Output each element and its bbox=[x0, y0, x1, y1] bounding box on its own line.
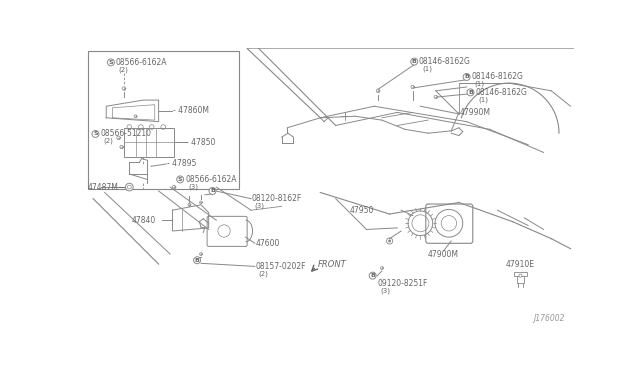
Text: 47600: 47600 bbox=[255, 239, 280, 248]
Text: (3): (3) bbox=[255, 202, 265, 209]
Text: 47990M: 47990M bbox=[460, 108, 491, 117]
Text: 08157-0202F: 08157-0202F bbox=[255, 262, 306, 271]
Circle shape bbox=[177, 176, 184, 183]
Text: J176002: J176002 bbox=[534, 314, 565, 323]
Text: 08566-6162A: 08566-6162A bbox=[186, 175, 237, 184]
Text: (1): (1) bbox=[478, 96, 488, 103]
Text: 08120-8162F: 08120-8162F bbox=[252, 194, 302, 203]
Circle shape bbox=[463, 74, 470, 80]
Text: (1): (1) bbox=[474, 81, 484, 87]
Circle shape bbox=[467, 89, 474, 96]
Text: B: B bbox=[370, 273, 375, 278]
Bar bbox=[124, 128, 174, 157]
Text: B: B bbox=[468, 90, 473, 95]
Circle shape bbox=[127, 185, 131, 189]
Text: 47487M—: 47487M— bbox=[88, 183, 126, 192]
Text: - 47895: - 47895 bbox=[167, 160, 196, 169]
Text: B: B bbox=[195, 258, 200, 263]
Text: (3): (3) bbox=[380, 287, 390, 294]
Text: 08566-51210: 08566-51210 bbox=[100, 129, 151, 138]
Text: (2): (2) bbox=[259, 270, 269, 276]
Circle shape bbox=[411, 58, 418, 65]
Circle shape bbox=[92, 131, 99, 137]
Circle shape bbox=[388, 240, 391, 242]
Text: - 47860M: - 47860M bbox=[173, 106, 209, 115]
Text: 47910E: 47910E bbox=[506, 260, 535, 269]
Bar bbox=[516, 276, 524, 283]
Bar bbox=[88, 51, 239, 189]
Text: 47900M: 47900M bbox=[428, 250, 459, 259]
Circle shape bbox=[209, 187, 216, 195]
Text: S: S bbox=[109, 60, 113, 65]
Text: B: B bbox=[412, 59, 417, 64]
Text: FRONT: FRONT bbox=[318, 260, 347, 269]
Circle shape bbox=[125, 183, 133, 191]
Text: (2): (2) bbox=[103, 138, 113, 144]
Text: 47950: 47950 bbox=[349, 206, 374, 215]
Text: B: B bbox=[210, 189, 215, 193]
Text: (1): (1) bbox=[422, 65, 432, 72]
Text: S: S bbox=[178, 177, 182, 182]
Circle shape bbox=[194, 257, 200, 264]
Text: (2): (2) bbox=[118, 66, 129, 73]
Text: (3): (3) bbox=[189, 183, 198, 190]
Text: S: S bbox=[93, 131, 98, 137]
Circle shape bbox=[108, 59, 115, 66]
Circle shape bbox=[519, 274, 522, 277]
Text: 09120-8251F: 09120-8251F bbox=[378, 279, 428, 288]
Circle shape bbox=[369, 272, 376, 279]
Text: - 47850: - 47850 bbox=[186, 138, 216, 147]
Text: 08146-8162G: 08146-8162G bbox=[419, 57, 471, 66]
Text: 08146-8162G: 08146-8162G bbox=[471, 73, 523, 81]
Text: 08566-6162A: 08566-6162A bbox=[115, 58, 167, 67]
Bar bbox=[513, 272, 527, 276]
Text: 47840: 47840 bbox=[132, 216, 156, 225]
Text: 08146-8162G: 08146-8162G bbox=[475, 88, 527, 97]
Text: B: B bbox=[464, 74, 469, 80]
